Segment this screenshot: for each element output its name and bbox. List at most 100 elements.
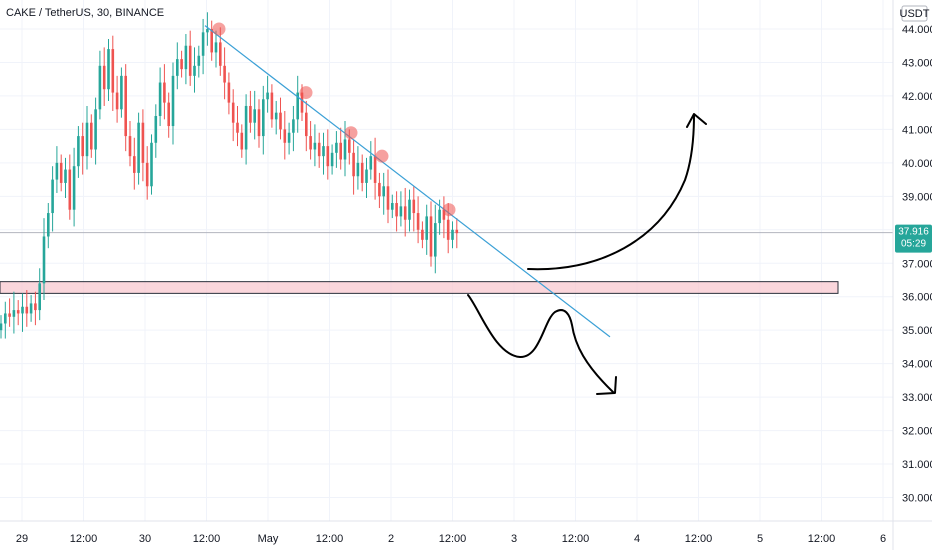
candle-body [167, 102, 170, 127]
candle-body [85, 122, 89, 157]
x-tick-label: 12:00 [685, 533, 713, 545]
candle-body [442, 209, 446, 220]
candle-body [335, 142, 338, 153]
candle-body [210, 29, 213, 53]
candle-body [128, 136, 132, 157]
last-price-countdown: 05:29 [901, 239, 926, 250]
candle-body [399, 206, 403, 217]
candle-body [412, 199, 416, 214]
candle-body [206, 29, 209, 33]
candle-body [25, 306, 29, 314]
annotations [204, 22, 707, 395]
candle-body [38, 283, 41, 311]
currency-badge[interactable] [901, 5, 928, 22]
candle-body [193, 65, 196, 76]
candles [0, 12, 459, 339]
candle-body [369, 156, 373, 170]
candle-body [348, 139, 351, 153]
candle-body [94, 109, 97, 150]
candle-body [21, 306, 24, 314]
candle-body [236, 122, 239, 133]
y-tick-label: 33.000 [902, 392, 932, 404]
candle-body [47, 213, 50, 237]
x-tick-label: 5 [757, 533, 763, 545]
candle-body [378, 182, 381, 197]
candle-body [421, 229, 424, 240]
candle-body [395, 203, 398, 217]
candle-body [446, 219, 450, 240]
candle-body [330, 152, 334, 167]
trendline-touch-point [212, 22, 226, 36]
y-tick-label: 44.000 [902, 24, 932, 36]
candle-body [322, 146, 325, 157]
candle-body [305, 112, 308, 137]
candle-body [300, 92, 304, 113]
candle-body [90, 122, 93, 150]
candle-body [434, 223, 437, 257]
candle-body [227, 82, 231, 103]
x-tick-label: 12:00 [193, 533, 221, 545]
candle-body [408, 199, 411, 220]
support-zone-layer [0, 232, 893, 294]
candle-body [240, 132, 244, 150]
candle-body [98, 65, 102, 110]
x-tick-label: 30 [139, 533, 151, 545]
candle-body [55, 162, 59, 180]
candle-body [296, 92, 299, 120]
x-tick-label: 12:00 [439, 533, 467, 545]
candle-body [12, 310, 16, 317]
candle-body [391, 203, 394, 210]
y-tick-label: 32.000 [902, 426, 932, 438]
candle-body [317, 142, 321, 157]
last-price-tag-bg [895, 224, 932, 253]
candle-body [365, 169, 368, 183]
x-tick-label: 12:00 [808, 533, 836, 545]
candle-body [249, 105, 252, 123]
candle-body [244, 105, 248, 150]
trendline-touch-point [375, 149, 389, 163]
candle-body [451, 229, 454, 240]
candle-body [34, 303, 37, 311]
candle-body [188, 45, 192, 76]
y-tick-label: 37.000 [902, 258, 932, 270]
y-tick-label: 36.000 [902, 292, 932, 304]
trendline-touch-point [442, 203, 456, 217]
candle-body [352, 152, 355, 177]
y-tick-label: 31.000 [902, 459, 932, 471]
x-tick-label: 12:00 [562, 533, 590, 545]
y-tick-label: 43.000 [902, 57, 932, 69]
candle-body [180, 59, 183, 70]
candle-body [102, 65, 106, 90]
x-tick-label: 6 [880, 533, 886, 545]
candle-body [403, 206, 407, 220]
candle-body [107, 49, 110, 90]
candle-body [115, 92, 119, 110]
y-tick-label: 35.000 [902, 325, 932, 337]
candle-body [343, 139, 347, 160]
candle-body [145, 162, 149, 187]
last-price-value: 37.916 [898, 227, 929, 238]
x-tick-label: 29 [16, 533, 28, 545]
price-axis[interactable]: 30.000 31.000 32.000 33.000 34.000 35.000 36.0… [902, 24, 932, 505]
candle-body [309, 136, 312, 150]
candle-body [184, 45, 188, 70]
candle-body [292, 119, 295, 133]
trendline-touch-point [299, 86, 313, 100]
bullish-arrowhead [686, 113, 707, 128]
candle-body [8, 313, 11, 317]
y-tick-label: 34.000 [902, 359, 932, 371]
x-tick-label: 3 [511, 533, 517, 545]
candle-body [77, 136, 80, 167]
time-axis[interactable]: 29 12:00 30 12:00 May 12:00 2 12:00 3 12:00 4 12:00… [16, 533, 886, 545]
x-tick-label: 2 [388, 533, 394, 545]
candle-body [16, 310, 20, 314]
candle-body [154, 116, 158, 143]
x-tick-label: 4 [634, 533, 640, 545]
y-tick-label: 42.000 [902, 91, 932, 103]
candle-body [382, 186, 385, 197]
bearish-scenario-arrow [467, 294, 614, 393]
candle-body [197, 55, 201, 66]
y-tick-label: 41.000 [902, 124, 932, 136]
